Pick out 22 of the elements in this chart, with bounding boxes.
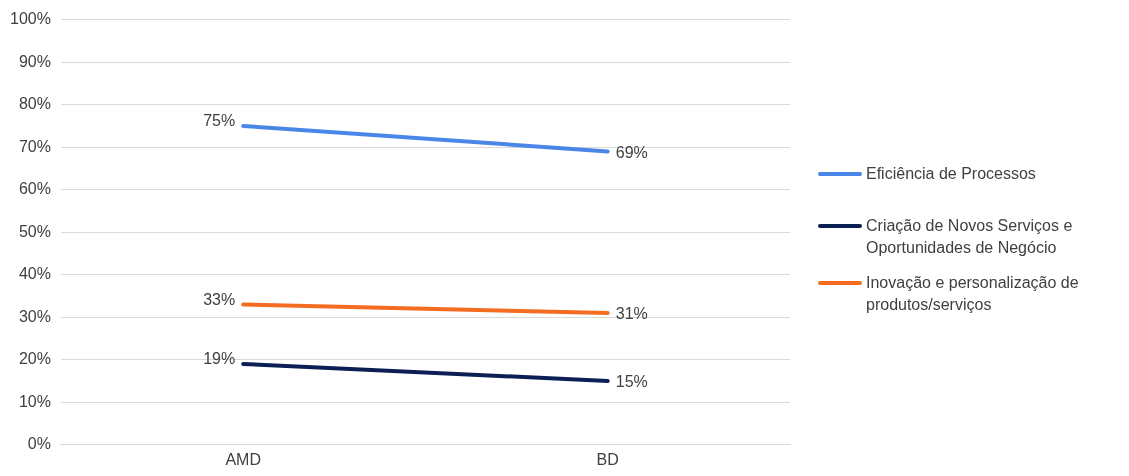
- legend-label: Inovação e personalização de produtos/serviços: [866, 273, 1080, 315]
- data-label: 19%: [203, 350, 236, 368]
- y-tick-label: 100%: [10, 10, 51, 28]
- y-tick-label: 80%: [18, 95, 51, 113]
- legend-label: Eficiência de Processos: [866, 164, 1036, 184]
- y-tick-label: 50%: [18, 222, 51, 240]
- x-tick-label: AMD: [225, 450, 261, 468]
- data-label: 33%: [203, 290, 236, 308]
- data-label: 31%: [615, 305, 648, 323]
- data-label: 69%: [615, 143, 648, 161]
- y-tick-label: 40%: [18, 265, 51, 283]
- data-label: 15%: [615, 373, 648, 391]
- data-label: 75%: [203, 112, 236, 130]
- y-tick-label: 20%: [18, 350, 51, 368]
- x-tick-label: BD: [596, 450, 619, 468]
- y-tick-label: 60%: [18, 180, 51, 198]
- y-tick-label: 70%: [18, 137, 51, 155]
- legend-label: Criação de Novos Serviços e Oportunidades de Negócio: [866, 216, 1074, 258]
- y-tick-label: 0%: [27, 435, 51, 453]
- y-tick-label: 90%: [18, 52, 51, 70]
- y-tick-label: 30%: [18, 307, 51, 325]
- y-tick-label: 10%: [18, 392, 51, 410]
